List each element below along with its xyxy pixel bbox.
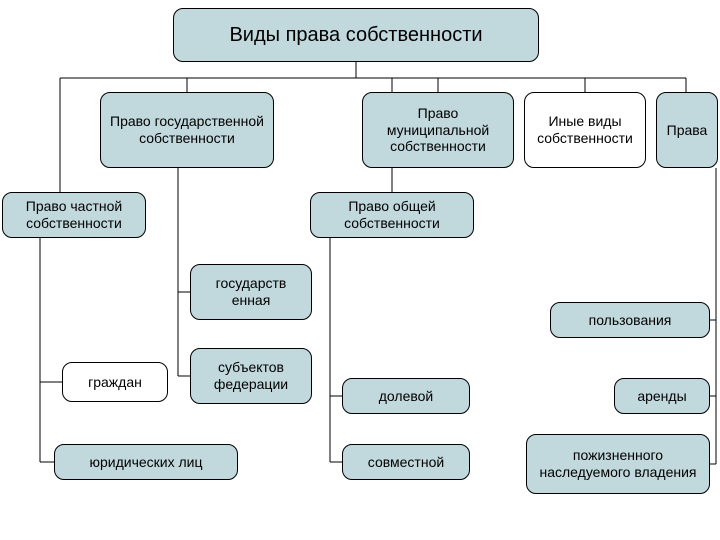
node-obshchey: Право общей собственности — [310, 192, 474, 238]
node-grazhdan: граждан — [62, 362, 168, 402]
node-root: Виды права собственности — [173, 8, 539, 62]
node-yur: юридических лиц — [54, 444, 238, 480]
node-arendy: аренды — [614, 378, 710, 414]
node-gos: Право государственной собственности — [100, 92, 274, 168]
node-sovmest: совместной — [342, 444, 470, 480]
node-inye: Иные виды собственности — [524, 92, 646, 168]
node-polz: пользования — [550, 302, 710, 338]
node-munic: Право муниципальной собственности — [362, 92, 514, 168]
node-prava: Права — [656, 92, 718, 168]
node-subj: субъектов федерации — [190, 348, 312, 404]
node-chastnoy: Право частной собственности — [2, 192, 146, 238]
node-gos-fed: государств енная — [190, 264, 312, 320]
node-pozh: пожизненного наследуемого владения — [526, 434, 710, 494]
node-dolevoy: долевой — [342, 378, 470, 414]
